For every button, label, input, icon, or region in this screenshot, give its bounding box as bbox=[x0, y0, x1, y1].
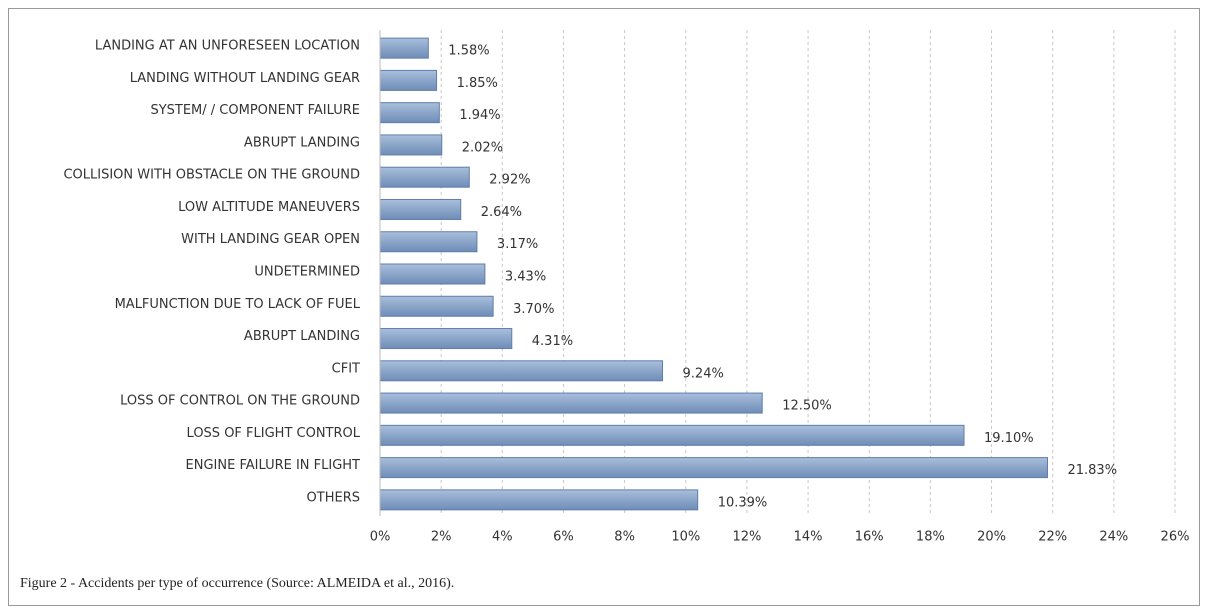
value-label: 3.43% bbox=[505, 270, 546, 285]
bar bbox=[379, 231, 478, 253]
bar bbox=[379, 263, 486, 285]
y-tick-label: LANDING AT AN UNFORESEEN LOCATION bbox=[95, 39, 360, 54]
bar bbox=[379, 166, 470, 188]
x-tick-label: 14% bbox=[794, 530, 823, 545]
value-label: 12.50% bbox=[782, 399, 832, 414]
bar bbox=[379, 392, 763, 414]
value-label: 2.92% bbox=[489, 173, 530, 188]
bar bbox=[379, 295, 494, 317]
value-label: 9.24% bbox=[683, 366, 724, 381]
y-tick-label: UNDETERMINED bbox=[254, 265, 360, 280]
bar bbox=[379, 102, 440, 124]
y-tick-label: ABRUPT LANDING bbox=[244, 329, 360, 344]
x-tick-label: 18% bbox=[916, 530, 945, 545]
x-tick-label: 26% bbox=[1161, 530, 1190, 545]
x-tick-label: 22% bbox=[1038, 530, 1067, 545]
y-tick-label: MALFUNCTION DUE TO LACK OF FUEL bbox=[115, 297, 361, 312]
y-tick-label: LOW ALTITUDE MANEUVERS bbox=[178, 200, 360, 215]
value-label: 19.10% bbox=[984, 431, 1034, 446]
y-tick-label: OTHERS bbox=[307, 490, 360, 505]
x-tick-label: 0% bbox=[370, 530, 391, 545]
bar bbox=[379, 37, 429, 59]
bar bbox=[379, 424, 965, 446]
y-tick-label: WITH LANDING GEAR OPEN bbox=[181, 232, 360, 247]
y-tick-label: LOSS OF FLIGHT CONTROL bbox=[187, 426, 361, 441]
y-tick-label: ABRUPT LANDING bbox=[244, 135, 360, 150]
y-tick-label: COLLISION WITH OBSTACLE ON THE GROUND bbox=[63, 168, 360, 183]
bar bbox=[379, 198, 462, 220]
bar bbox=[379, 134, 443, 156]
bar bbox=[379, 457, 1048, 479]
x-tick-label: 16% bbox=[855, 530, 884, 545]
y-tick-label: SYSTEM/ / COMPONENT FAILURE bbox=[150, 103, 360, 118]
x-tick-label: 8% bbox=[614, 530, 635, 545]
value-label: 4.31% bbox=[532, 334, 573, 349]
value-label: 1.85% bbox=[457, 76, 498, 91]
x-tick-label: 20% bbox=[977, 530, 1006, 545]
value-label: 1.58% bbox=[448, 44, 489, 59]
value-label: 10.39% bbox=[718, 495, 768, 510]
x-tick-label: 4% bbox=[492, 530, 513, 545]
bar bbox=[379, 489, 699, 511]
x-tick-label: 10% bbox=[671, 530, 700, 545]
value-label: 2.02% bbox=[462, 140, 503, 155]
y-tick-label: ENGINE FAILURE IN FLIGHT bbox=[186, 458, 361, 473]
bar bbox=[379, 360, 664, 382]
y-tick-label: LOSS OF CONTROL ON THE GROUND bbox=[120, 394, 360, 409]
frame bbox=[8, 8, 1200, 606]
value-label: 21.83% bbox=[1067, 463, 1117, 478]
bar bbox=[379, 69, 438, 91]
caption: Figure 2 - Accidents per type of occurre… bbox=[20, 576, 454, 591]
x-tick-label: 12% bbox=[732, 530, 761, 545]
x-tick-label: 24% bbox=[1099, 530, 1128, 545]
bar bbox=[379, 328, 513, 350]
value-label: 1.94% bbox=[459, 108, 500, 123]
value-label: 2.64% bbox=[481, 205, 522, 220]
x-tick-label: 2% bbox=[431, 530, 452, 545]
value-label: 3.17% bbox=[497, 237, 538, 252]
y-tick-label: CFIT bbox=[332, 361, 360, 376]
y-tick-label: LANDING WITHOUT LANDING GEAR bbox=[130, 71, 360, 86]
value-label: 3.70% bbox=[513, 302, 554, 317]
x-tick-label: 6% bbox=[553, 530, 574, 545]
